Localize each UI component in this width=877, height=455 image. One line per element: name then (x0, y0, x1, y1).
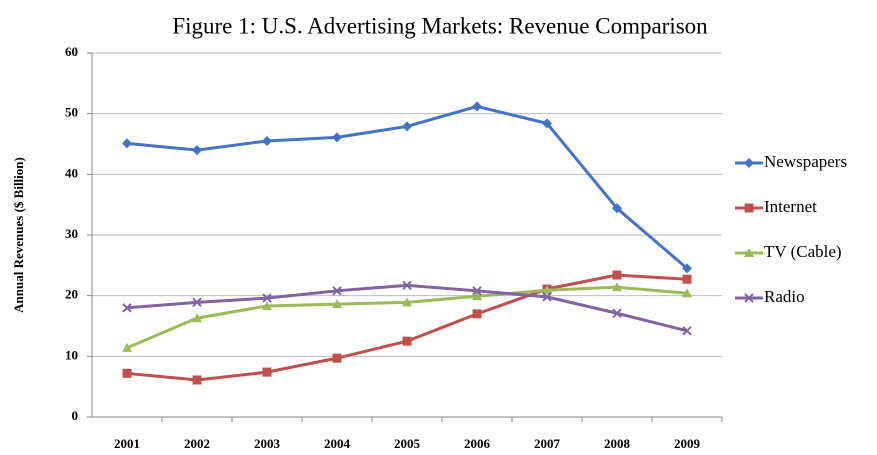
x-tick-label: 2006 (464, 436, 491, 451)
y-tick-label: 60 (65, 44, 78, 59)
point (122, 303, 132, 313)
point (192, 297, 202, 308)
point (122, 342, 132, 352)
point (122, 138, 132, 149)
point (402, 297, 412, 307)
point (542, 292, 552, 302)
point (682, 274, 692, 284)
point (612, 203, 622, 214)
point (472, 101, 482, 112)
point (472, 291, 482, 301)
point (262, 367, 272, 377)
point (332, 132, 342, 143)
point (682, 326, 692, 336)
series-line (126, 283, 688, 333)
point (402, 280, 412, 291)
y-tick-label: 40 (65, 165, 78, 180)
x-tick-label: 2008 (604, 436, 631, 451)
legend-marker (744, 248, 754, 257)
point (332, 353, 342, 363)
x-tick-label: 2004 (324, 436, 351, 451)
legend-marker (744, 293, 754, 303)
point (472, 286, 482, 296)
y-tick-label: 10 (65, 347, 78, 362)
point (542, 118, 552, 129)
point (332, 286, 342, 296)
y-tick-label: 30 (65, 226, 78, 241)
legend-label: Radio (764, 287, 805, 306)
legend-marker (744, 203, 754, 213)
y-tick-label: 0 (72, 408, 79, 423)
legend-marker (744, 158, 754, 168)
x-tick-label: 2007 (534, 436, 561, 451)
point (682, 288, 692, 298)
point (402, 336, 412, 346)
point (472, 309, 482, 319)
y-tick-label: 50 (65, 105, 78, 120)
point (542, 285, 552, 295)
legend-label: Internet (764, 197, 817, 216)
y-axis-label: Annual Revenues ($ Billion) (11, 157, 26, 313)
series-line (126, 273, 688, 382)
x-tick-label: 2009 (674, 436, 701, 451)
point (192, 313, 202, 323)
point (192, 375, 202, 385)
point (612, 308, 622, 318)
x-tick-label: 2001 (114, 436, 140, 451)
point (262, 293, 272, 303)
point (402, 121, 412, 132)
chart-title: Figure 1: U.S. Advertising Markets: Reve… (172, 13, 708, 38)
point (262, 135, 272, 146)
point (612, 270, 622, 280)
x-tick-label: 2005 (394, 436, 421, 451)
y-tick-label: 20 (65, 287, 78, 302)
legend-label: Newspapers (764, 152, 847, 171)
point (122, 368, 132, 378)
x-tick-label: 2003 (254, 436, 281, 451)
point (682, 263, 692, 274)
point (332, 299, 342, 309)
x-tick-label: 2002 (184, 436, 210, 451)
point (612, 282, 622, 292)
legend-label: TV (Cable) (764, 242, 842, 261)
point (192, 145, 202, 156)
point (262, 300, 272, 310)
